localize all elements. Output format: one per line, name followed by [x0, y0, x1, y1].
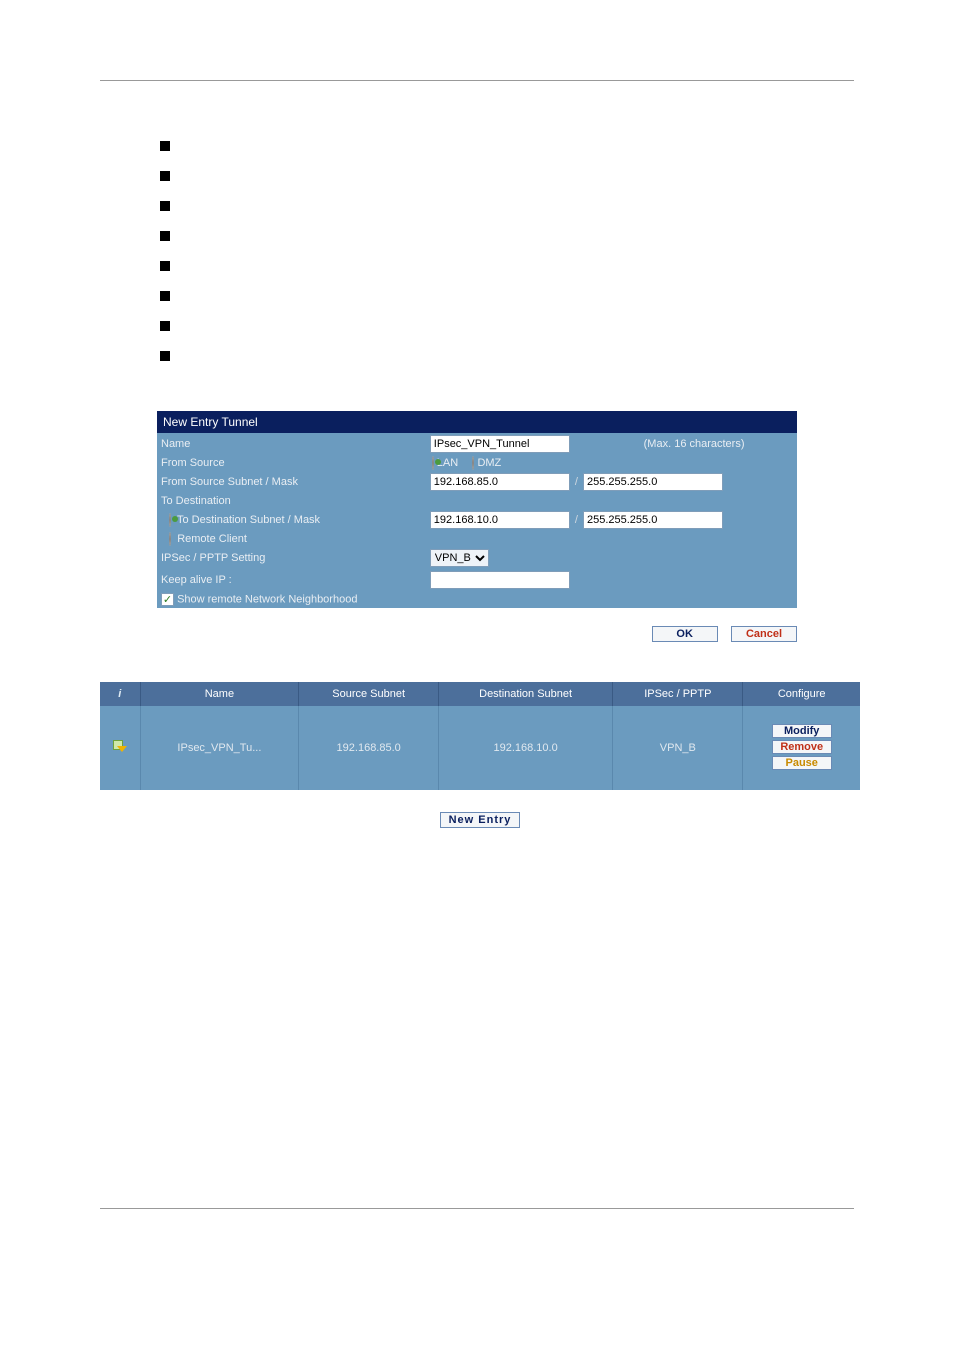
show-nn-label: Show remote Network Neighborhood: [177, 594, 357, 606]
cancel-button[interactable]: Cancel: [731, 626, 797, 642]
ipsec-pptp-select[interactable]: VPN_B: [430, 549, 489, 567]
dest-subnet-ip[interactable]: [430, 511, 570, 529]
bullet-item: [160, 221, 854, 251]
bullet-square-icon: [160, 141, 170, 151]
tunnel-form: New Entry Tunnel Name (Max. 16 character…: [157, 411, 797, 608]
bullet-square-icon: [160, 351, 170, 361]
cell-src: 192.168.85.0: [299, 706, 439, 790]
table-row: IPsec_VPN_Tu... 192.168.85.0 192.168.10.…: [100, 706, 860, 790]
pause-button[interactable]: Pause: [772, 756, 832, 770]
form-title: New Entry Tunnel: [157, 411, 797, 433]
dmz-label: DMZ: [477, 457, 501, 469]
bullet-item: [160, 161, 854, 191]
bullet-square-icon: [160, 291, 170, 301]
from-source-label: From Source: [157, 455, 426, 471]
to-destination-label: To Destination: [157, 493, 797, 509]
col-src: Source Subnet: [299, 682, 439, 706]
remote-client-radio[interactable]: [169, 532, 171, 546]
dest-subnet-radio-label: To Destination Subnet / Mask: [177, 514, 320, 526]
slash-icon: /: [573, 476, 580, 488]
col-ipsec: IPSec / PPTP: [613, 682, 743, 706]
bullet-square-icon: [160, 261, 170, 271]
bullet-square-icon: [160, 201, 170, 211]
col-dst: Destination Subnet: [439, 682, 613, 706]
name-hint: (Max. 16 characters): [640, 433, 797, 455]
dest-subnet-radio[interactable]: [169, 513, 171, 527]
col-cfg: Configure: [743, 682, 860, 706]
show-nn-checkbox[interactable]: ✓: [161, 593, 174, 606]
dest-subnet-mask[interactable]: [583, 511, 723, 529]
keepalive-label: Keep alive IP :: [157, 569, 426, 591]
tunnel-grid: i Name Source Subnet Destination Subnet …: [100, 682, 860, 790]
bottom-divider: [100, 1208, 854, 1209]
ipsec-pptp-label: IPSec / PPTP Setting: [157, 547, 426, 569]
cell-name: IPsec_VPN_Tu...: [140, 706, 299, 790]
keepalive-input[interactable]: [430, 571, 570, 589]
ok-cancel-bar: OK Cancel: [157, 626, 797, 642]
top-divider: [100, 80, 854, 81]
cell-dst: 192.168.10.0: [439, 706, 613, 790]
bullet-item: [160, 281, 854, 311]
ok-button[interactable]: OK: [652, 626, 718, 642]
src-subnet-mask[interactable]: [583, 473, 723, 491]
modify-button[interactable]: Modify: [772, 724, 832, 738]
src-subnet-label: From Source Subnet / Mask: [157, 471, 426, 493]
name-input[interactable]: [430, 435, 570, 453]
dmz-radio[interactable]: [472, 456, 474, 470]
info-icon: i: [117, 688, 123, 700]
new-entry-button[interactable]: New Entry: [440, 812, 521, 828]
bullet-square-icon: [160, 171, 170, 181]
bullet-item: [160, 131, 854, 161]
col-name: Name: [140, 682, 299, 706]
remove-button[interactable]: Remove: [772, 740, 832, 754]
slash-icon: /: [573, 514, 580, 526]
bullet-item: [160, 341, 854, 371]
lan-radio[interactable]: [432, 456, 434, 470]
remote-client-label: Remote Client: [177, 533, 247, 545]
bullet-item: [160, 191, 854, 221]
bullet-item: [160, 251, 854, 281]
name-label: Name: [157, 433, 426, 455]
src-subnet-ip[interactable]: [430, 473, 570, 491]
status-icon: [113, 740, 127, 754]
cell-ipsec: VPN_B: [613, 706, 743, 790]
bullet-list: [160, 131, 854, 371]
bullet-item: [160, 311, 854, 341]
bullet-square-icon: [160, 321, 170, 331]
bullet-square-icon: [160, 231, 170, 241]
